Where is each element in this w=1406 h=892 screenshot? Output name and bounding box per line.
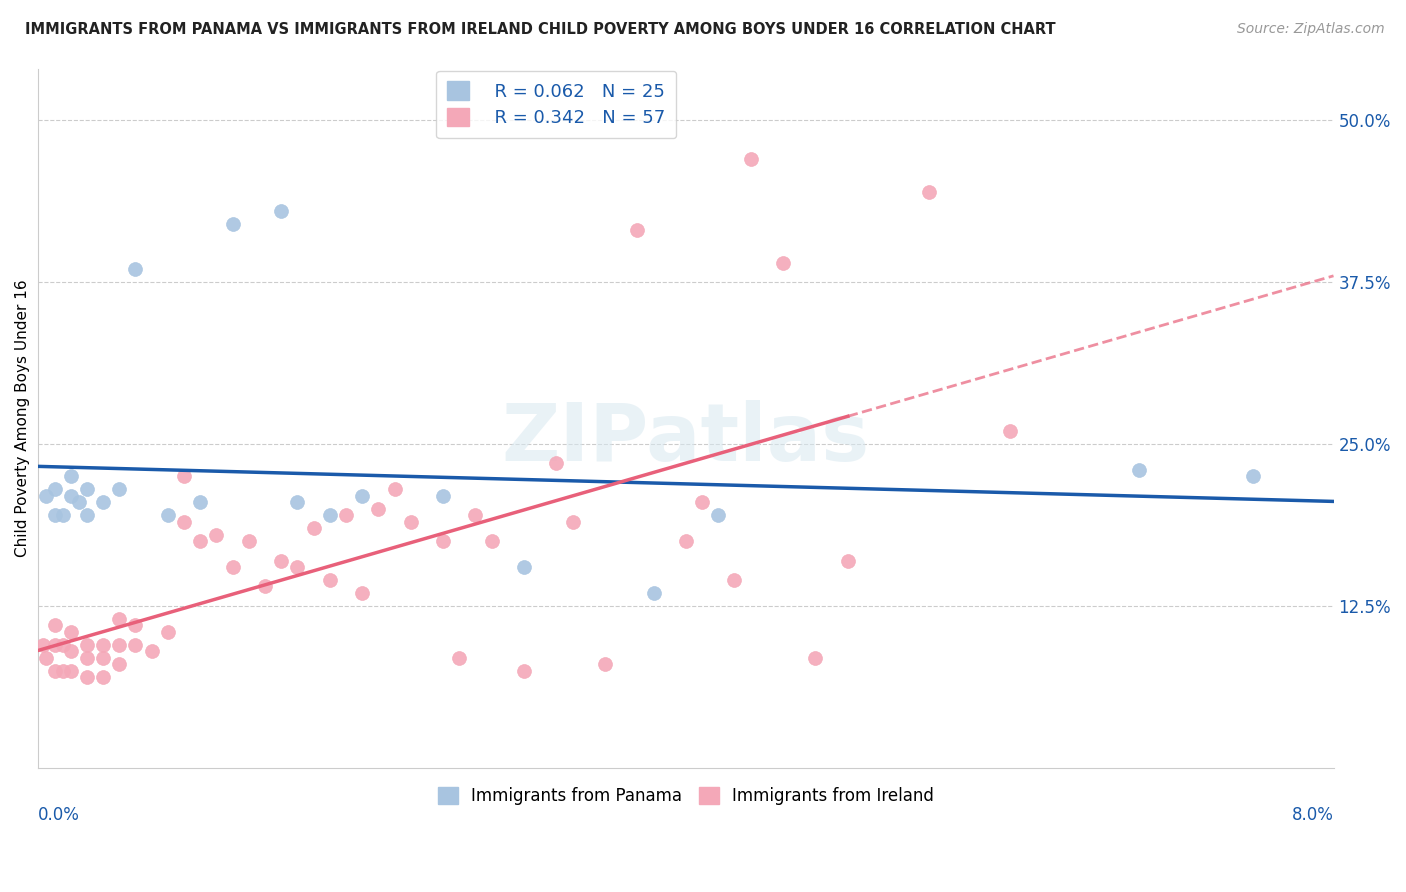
Point [173,469,195,483]
Point [918,185,941,199]
Point [76,638,98,652]
Point [335,508,357,523]
Point [108,612,131,626]
Point [44,618,66,632]
Point [108,638,131,652]
Point [76,483,98,497]
Point [52,638,75,652]
Point [67,495,90,509]
Point [690,495,713,509]
Point [173,515,195,529]
Point [253,579,276,593]
Point [352,489,374,503]
Text: IMMIGRANTS FROM PANAMA VS IMMIGRANTS FROM IRELAND CHILD POVERTY AMONG BOYS UNDER: IMMIGRANTS FROM PANAMA VS IMMIGRANTS FRO… [25,22,1056,37]
Point [91,670,114,684]
Point [156,508,179,523]
Point [367,501,389,516]
Point [513,560,536,574]
Point [675,534,697,549]
Point [52,664,75,678]
Point [32,638,55,652]
Point [52,508,75,523]
Text: Source: ZipAtlas.com: Source: ZipAtlas.com [1237,22,1385,37]
Point [270,553,292,567]
Y-axis label: Child Poverty Among Boys Under 16: Child Poverty Among Boys Under 16 [15,279,30,557]
Point [740,152,762,166]
Point [221,217,243,231]
Point [124,262,146,277]
Point [270,203,292,218]
Point [449,650,471,665]
Point [352,586,374,600]
Point [44,508,66,523]
Point [593,657,616,672]
Point [76,670,98,684]
Point [287,495,309,509]
Point [464,508,486,523]
Point [44,638,66,652]
Point [44,664,66,678]
Point [319,508,342,523]
Point [481,534,503,549]
Point [707,508,730,523]
Point [1128,463,1150,477]
Point [238,534,260,549]
Point [837,553,859,567]
Point [384,483,406,497]
Text: 8.0%: 8.0% [1292,806,1333,824]
Point [59,469,82,483]
Point [399,515,422,529]
Point [141,644,163,658]
Text: ZIPatlas: ZIPatlas [502,401,870,478]
Point [76,650,98,665]
Point [59,664,82,678]
Point [108,483,131,497]
Point [35,489,58,503]
Point [91,495,114,509]
Point [513,664,536,678]
Point [188,534,211,549]
Point [546,457,568,471]
Point [59,644,82,658]
Point [643,586,665,600]
Legend: Immigrants from Panama, Immigrants from Ireland: Immigrants from Panama, Immigrants from … [432,780,941,812]
Point [772,256,794,270]
Point [205,527,228,541]
Point [108,657,131,672]
Point [723,573,745,587]
Point [35,650,58,665]
Point [59,624,82,639]
Point [287,560,309,574]
Point [124,638,146,652]
Point [626,223,648,237]
Point [156,624,179,639]
Point [221,560,243,574]
Point [432,489,454,503]
Point [124,618,146,632]
Point [1241,469,1264,483]
Point [432,534,454,549]
Point [91,638,114,652]
Point [319,573,342,587]
Point [44,483,66,497]
Point [76,508,98,523]
Point [804,650,827,665]
Point [302,521,325,535]
Point [998,424,1021,438]
Point [59,489,82,503]
Text: 0.0%: 0.0% [38,806,80,824]
Point [188,495,211,509]
Point [91,650,114,665]
Point [561,515,583,529]
